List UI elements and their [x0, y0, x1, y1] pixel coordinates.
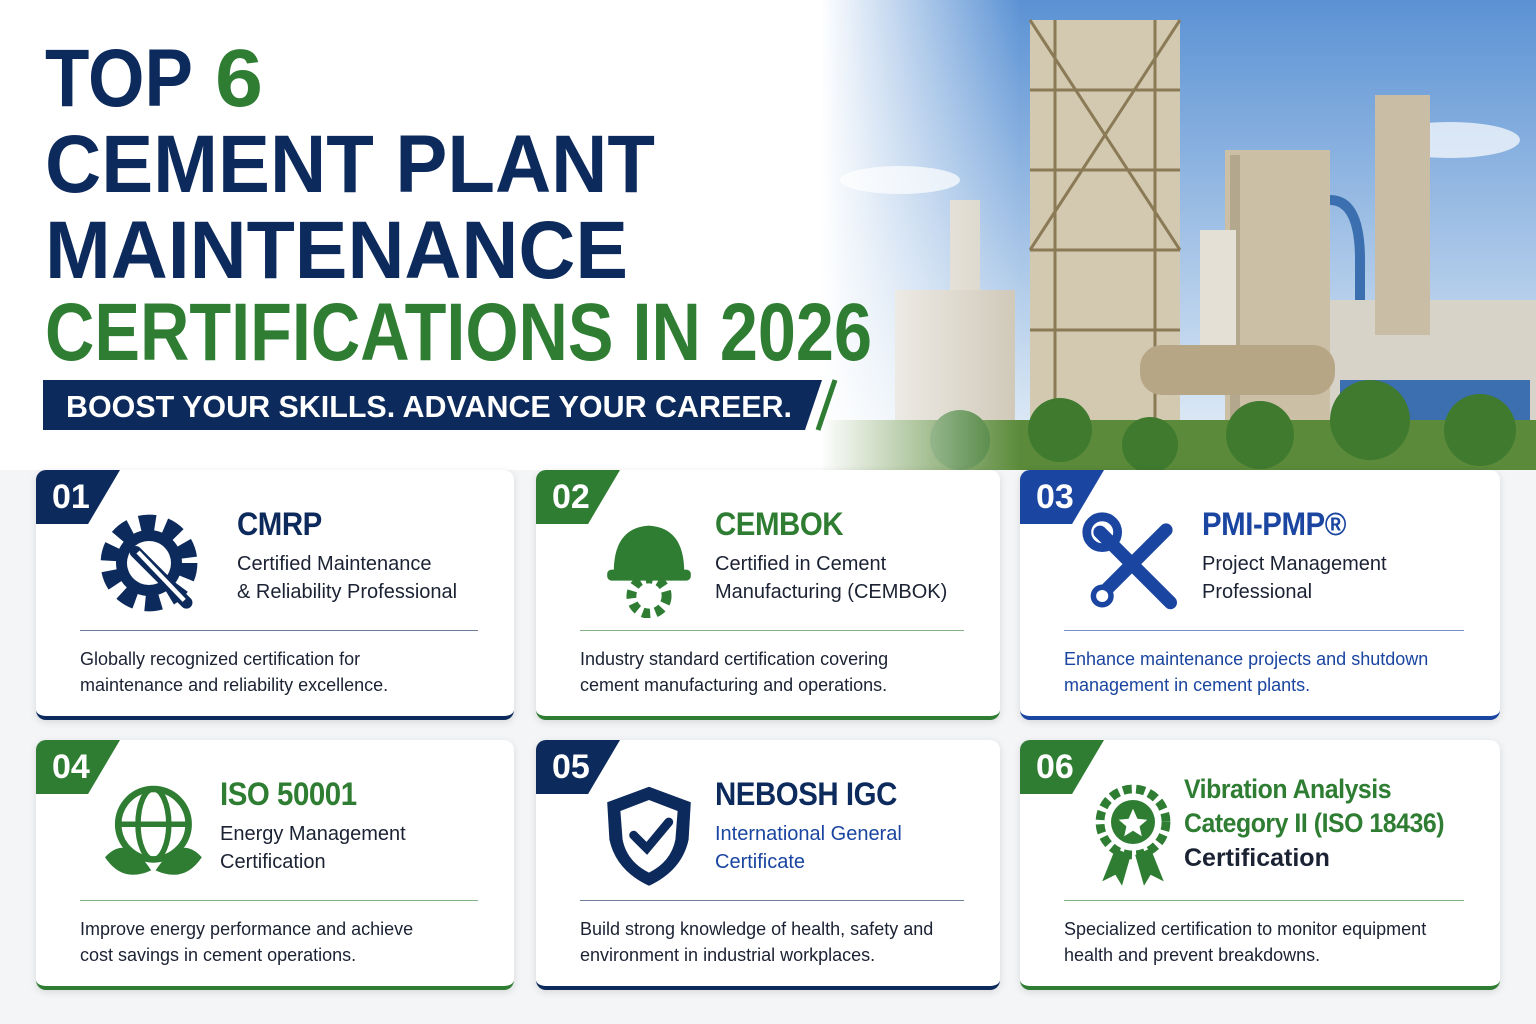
card-icon: [607, 525, 691, 618]
card-subtitle: Certificate: [715, 851, 806, 873]
tagline-banner: [43, 380, 822, 430]
description-line: management in cement plants.: [1064, 675, 1311, 695]
card-text: NEBOSH IGC International General Certifica…: [715, 776, 913, 876]
certification-card: 02 CEMBOK Certified in Cement Manufacturing…: [536, 470, 1000, 720]
card-title: Category II (ISO 18436): [1184, 808, 1445, 838]
card-title: ISO 50001: [220, 776, 357, 812]
divider: [580, 630, 964, 631]
title-line: CERTIFICATIONS IN 2026: [45, 287, 872, 378]
icon-shape: [100, 514, 198, 612]
description-line: maintenance and reliability excellence.: [80, 675, 389, 695]
icon-shape: [620, 800, 678, 873]
card-number: 02: [552, 478, 590, 516]
card-description: Improve energy performance and achieve co…: [80, 916, 413, 968]
description-line: health and prevent breakdowns.: [1064, 945, 1321, 965]
description-line: Enhance maintenance projects and shutdow…: [1064, 649, 1429, 669]
icon-shape: [1090, 584, 1114, 608]
icon-shape: [626, 573, 672, 618]
description-line: cement manufacturing and operations.: [580, 675, 888, 695]
card-title: NEBOSH IGC: [715, 776, 897, 812]
card-number: 04: [52, 748, 90, 786]
card-subtitle: Certification: [220, 851, 326, 873]
title-line: CEMENT PLANT: [45, 119, 655, 210]
icon-shape: [1118, 808, 1148, 837]
description-line: Industry standard certification covering: [580, 649, 889, 669]
card-text: CEMBOK Certified in Cement Manufacturing (…: [715, 506, 947, 606]
card-icon: [105, 785, 202, 875]
divider: [1064, 900, 1464, 901]
description-line: cost savings in cement operations.: [80, 945, 357, 965]
card-subtitle: Project Management: [1202, 553, 1387, 575]
card-description: Build strong knowledge of health, safety…: [580, 916, 933, 968]
certification-card: 03 PMI-PMP® Project Management Professional…: [1020, 470, 1500, 720]
certification-card: 01 CMRP Certified Maintenance & Reliability…: [36, 470, 514, 720]
card-subtitle: Manufacturing (CEMBOK): [715, 581, 948, 603]
divider: [80, 900, 478, 901]
certification-card: 05 NEBOSH IGC International General Certifi…: [536, 740, 1000, 990]
card-description: Globally recognized certification for mai…: [80, 646, 388, 698]
card-subtitle: & Reliability Professional: [237, 581, 458, 603]
card-subtitle: Professional: [1202, 581, 1313, 603]
tagline: BOOST YOUR SKILLS. ADVANCE YOUR CAREER.: [66, 389, 792, 424]
description-line: Specialized certification to monitor equ…: [1064, 919, 1427, 939]
icon-shape: [1082, 512, 1122, 552]
card-description: Enhance maintenance projects and shutdow…: [1064, 646, 1428, 698]
card-title: CEMBOK: [715, 506, 844, 542]
card-subtitle: Energy Management: [220, 823, 406, 845]
plant-photo: [820, 0, 1536, 473]
icon-shape: [629, 817, 674, 855]
card-number: 01: [52, 478, 90, 516]
icon-shape: [1095, 523, 1173, 601]
card-subtitle: International General: [715, 823, 902, 845]
icon-shape: [136, 550, 186, 602]
description-line: Improve energy performance and achieve: [80, 919, 414, 939]
icon-shape: [155, 847, 202, 875]
card-title: PMI-PMP®: [1202, 506, 1346, 542]
card-text: Vibration Analysis Category II (ISO 18436…: [1184, 772, 1467, 876]
icon-shape: [613, 525, 685, 572]
card-number: 05: [552, 748, 590, 786]
icon-shape: [1102, 848, 1164, 886]
title-number: 6: [215, 33, 263, 124]
tagline-accent: [815, 379, 838, 431]
card-title: CMRP: [237, 506, 322, 542]
card-subtitle: Certified in Cement: [715, 553, 887, 575]
number-tab: 02: [536, 470, 620, 524]
divider: [580, 900, 964, 901]
card-number: 03: [1036, 478, 1074, 516]
card-subtitle: Certification: [1184, 844, 1330, 872]
card-description: Specialized certification to monitor equ…: [1064, 916, 1426, 968]
card-icon: [1082, 512, 1177, 610]
card-description: Industry standard certification covering…: [580, 646, 888, 698]
icon-shape: [1095, 784, 1171, 860]
divider: [80, 630, 478, 631]
certification-card: 06 Vibration Analysis Category II (ISO 184…: [1020, 740, 1500, 990]
title-line: MAINTENANCE: [45, 205, 628, 296]
card-number: 06: [1036, 748, 1074, 786]
certification-card: 04 ISO 50001 Energy Management Certificatio…: [36, 740, 514, 990]
icon-shape: [105, 847, 152, 875]
card-icon: [1095, 784, 1171, 886]
card-subtitle: Certified Maintenance: [237, 553, 432, 575]
card-text: ISO 50001 Energy Management Certification: [220, 776, 406, 876]
card-title: Vibration Analysis: [1184, 774, 1392, 804]
title-line: TOP: [45, 33, 193, 124]
card-icon: [100, 514, 198, 612]
description-line: Globally recognized certification for: [80, 649, 361, 669]
divider: [1064, 630, 1464, 631]
description-line: environment in industrial workplaces.: [580, 945, 876, 965]
card-icon: [607, 786, 691, 886]
card-text: PMI-PMP® Project Management Professional: [1202, 506, 1387, 606]
description-line: Build strong knowledge of health, safety…: [580, 919, 934, 939]
card-text: CMRP Certified Maintenance & Reliability P…: [237, 506, 457, 606]
